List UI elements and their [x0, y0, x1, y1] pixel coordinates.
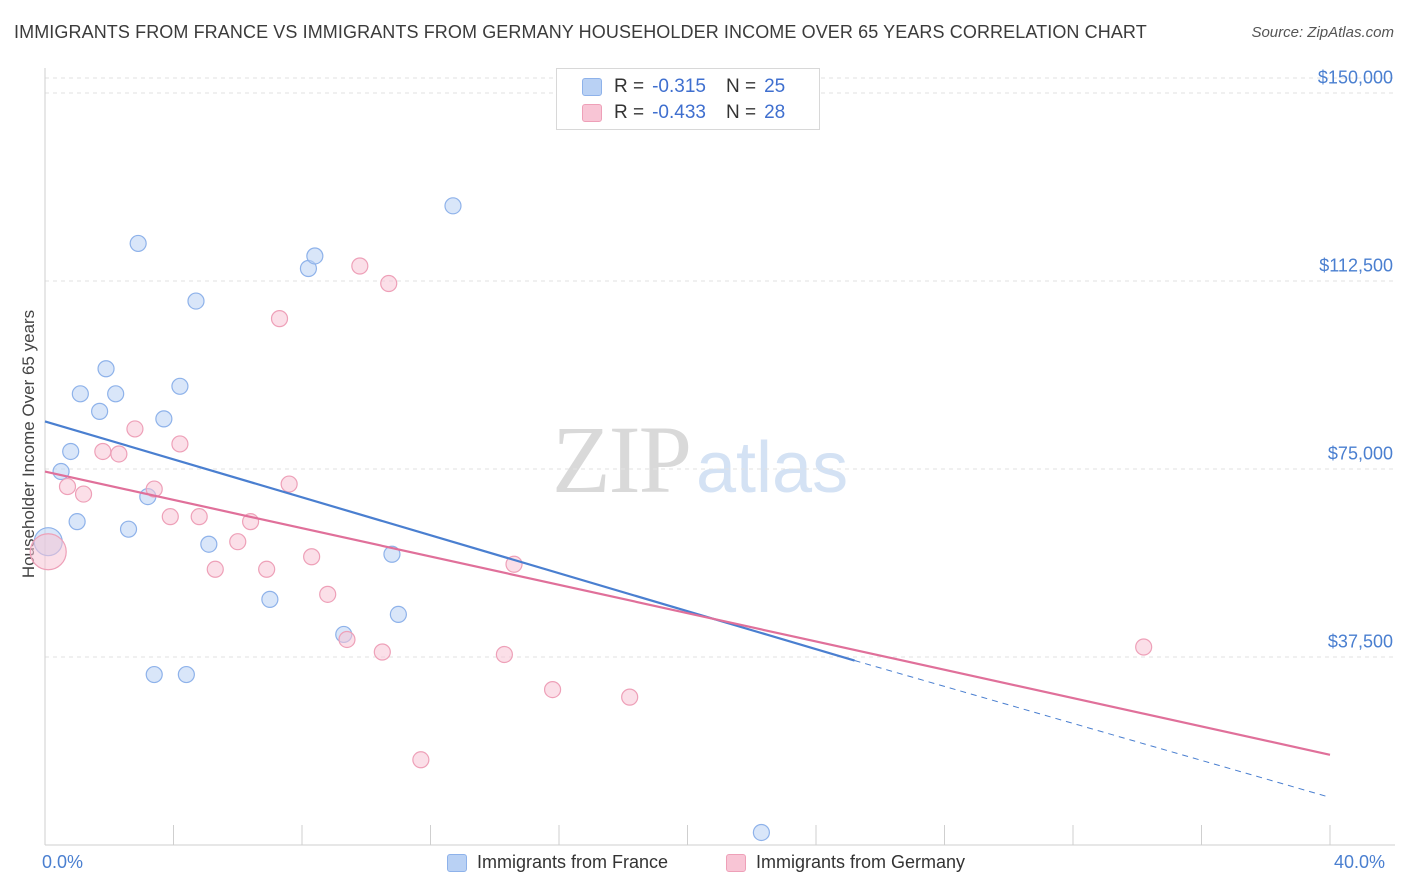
point-germany [412, 751, 430, 769]
point-germany [351, 257, 369, 275]
legend-swatch-france [447, 853, 467, 872]
point-germany [190, 508, 208, 526]
legend-r-value-germany: -0.433 [652, 102, 706, 123]
point-france [129, 234, 147, 253]
point-germany [270, 310, 289, 328]
point-germany [1135, 638, 1153, 656]
legend-label-germany: Immigrants from Germany [756, 852, 966, 872]
point-france [97, 360, 115, 378]
point-germany [161, 508, 179, 526]
point-germany [380, 274, 398, 293]
point-france [91, 402, 109, 420]
y-tick-label: $112,500 [1319, 255, 1393, 276]
point-france [171, 377, 189, 395]
point-germany [303, 548, 321, 566]
legend-item-france: Immigrants from France [447, 852, 668, 873]
chart-source: Source: ZipAtlas.com [1251, 24, 1394, 41]
point-germany [373, 643, 391, 661]
trendline-germany [44, 470, 1331, 756]
point-germany [29, 533, 67, 571]
point-germany [338, 630, 356, 649]
point-france [261, 590, 279, 608]
point-france [145, 665, 163, 684]
point-germany [319, 585, 337, 603]
point-france [71, 385, 89, 403]
trendline-france [44, 420, 855, 662]
legend-r-value-france: -0.315 [652, 76, 706, 97]
point-france [306, 247, 324, 265]
point-france [107, 385, 125, 403]
point-france [752, 823, 770, 842]
legend-r-label: R = [614, 102, 645, 123]
point-france [62, 442, 80, 461]
point-germany [58, 477, 77, 496]
legend-row-germany: R = -0.433 N = 28 [582, 100, 785, 126]
chart-title: IMMIGRANTS FROM FRANCE VS IMMIGRANTS FRO… [14, 22, 1147, 42]
x-tick-label-max: 40.0% [1334, 852, 1386, 872]
y-tick-label: $75,000 [1327, 443, 1393, 464]
point-germany [94, 442, 112, 461]
legend-row-france: R = -0.315 N = 25 [582, 74, 785, 100]
point-france [68, 513, 86, 531]
point-germany [110, 445, 128, 463]
point-france [444, 197, 462, 215]
legend-swatch-france [582, 78, 602, 96]
legend-label-france: Immigrants from France [477, 852, 669, 872]
trendline-france-extension [854, 660, 1331, 798]
point-germany [543, 680, 562, 699]
y-tick-label: $150,000 [1317, 67, 1393, 88]
point-france [389, 605, 407, 623]
legend-swatch-germany [582, 104, 602, 122]
point-germany [229, 533, 247, 551]
legend-n-label: N = [725, 102, 757, 123]
x-tick-label-min: 0.0% [42, 852, 84, 872]
point-germany [126, 420, 144, 438]
point-germany [74, 485, 93, 503]
point-germany [145, 480, 163, 498]
point-germany [258, 560, 276, 578]
legend-item-germany: Immigrants from Germany [726, 852, 965, 873]
point-france [119, 520, 138, 538]
point-germany [206, 560, 224, 578]
point-france [155, 410, 173, 428]
point-france [187, 292, 205, 310]
point-germany [495, 645, 513, 664]
legend-n-value-germany: 28 [764, 102, 786, 123]
series-legend: Immigrants from France Immigrants from G… [0, 852, 1406, 878]
legend-swatch-germany [726, 853, 746, 872]
point-france [177, 665, 195, 684]
point-germany [171, 435, 189, 453]
point-germany [621, 688, 639, 706]
point-france [200, 535, 218, 553]
legend-n-label: N = [725, 76, 757, 97]
point-germany [280, 475, 298, 493]
legend-n-value-france: 25 [764, 76, 786, 97]
legend-r-label: R = [614, 76, 645, 97]
y-tick-label: $37,500 [1327, 631, 1393, 652]
correlation-legend: R = -0.315 N = 25 R = -0.433 N = 28 [556, 68, 820, 130]
point-france [383, 545, 401, 563]
